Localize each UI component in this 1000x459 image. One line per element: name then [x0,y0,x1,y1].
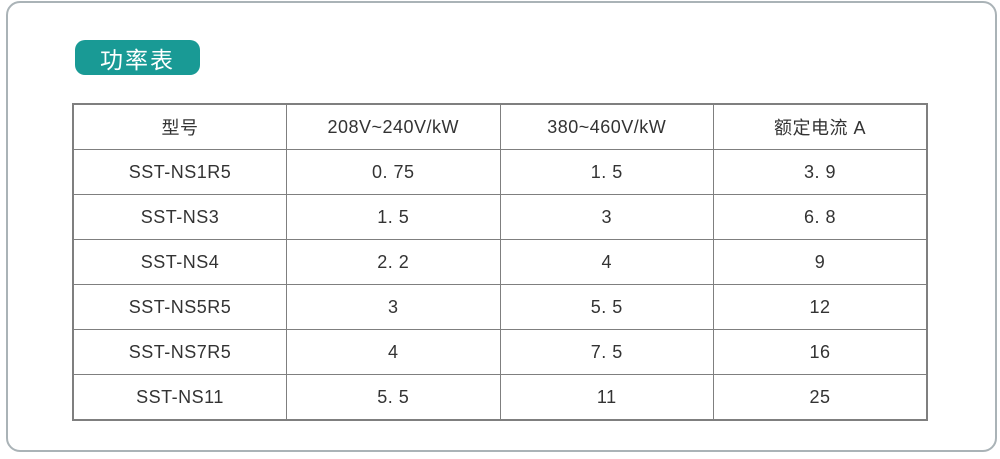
table-row: SST-NS3 1. 5 3 6. 8 [72,194,928,240]
cell-model: SST-NS5R5 [72,284,287,330]
header-380-460v-kw: 380~460V/kW [499,103,714,150]
cell-kw-208: 4 [286,329,501,375]
table-row: SST-NS4 2. 2 4 9 [72,239,928,285]
cell-current: 9 [713,239,928,285]
cell-kw-208: 1. 5 [286,194,501,240]
header-rated-current: 额定电流 A [713,103,928,150]
cell-kw-380: 4 [499,239,714,285]
cell-current: 16 [713,329,928,375]
cell-kw-380: 3 [499,194,714,240]
cell-kw-208: 3 [286,284,501,330]
cell-kw-380: 5. 5 [499,284,714,330]
power-table-badge-label: 功率表 [100,46,175,73]
cell-current: 6. 8 [713,194,928,240]
cell-model: SST-NS1R5 [72,149,287,195]
cell-kw-208: 2. 2 [286,239,501,285]
table-row: SST-NS7R5 4 7. 5 16 [72,329,928,375]
cell-current: 12 [713,284,928,330]
cell-kw-380: 7. 5 [499,329,714,375]
header-model: 型号 [72,103,287,150]
table-row: SST-NS11 5. 5 11 25 [72,374,928,421]
cell-current: 3. 9 [713,149,928,195]
cell-current: 25 [713,374,928,421]
table-row: SST-NS1R5 0. 75 1. 5 3. 9 [72,149,928,195]
cell-kw-380: 11 [499,374,714,421]
cell-model: SST-NS3 [72,194,287,240]
cell-model: SST-NS11 [72,374,287,421]
cell-kw-208: 5. 5 [286,374,501,421]
power-spec-table: 型号 208V~240V/kW 380~460V/kW 额定电流 A SST-N… [72,103,928,421]
cell-kw-380: 1. 5 [499,149,714,195]
table-header-row: 型号 208V~240V/kW 380~460V/kW 额定电流 A [72,103,928,150]
power-table-badge: 功率表 [75,40,200,75]
cell-model: SST-NS4 [72,239,287,285]
header-208v-240v-kw: 208V~240V/kW [286,103,501,150]
cell-model: SST-NS7R5 [72,329,287,375]
cell-kw-208: 0. 75 [286,149,501,195]
table-row: SST-NS5R5 3 5. 5 12 [72,284,928,330]
